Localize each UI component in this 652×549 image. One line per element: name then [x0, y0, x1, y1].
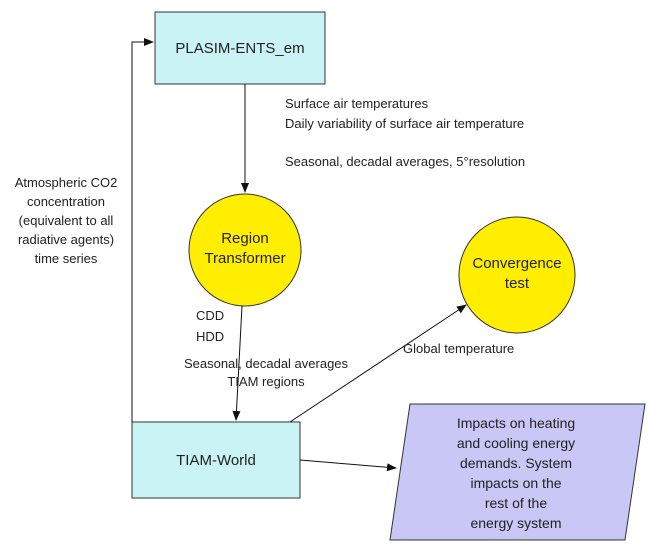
node-label: impacts on the: [470, 475, 561, 491]
node-circle: [188, 193, 302, 307]
node-box: [154, 11, 326, 85]
edge-label: HDD: [196, 329, 224, 344]
arrow: [131, 38, 154, 422]
edge-label: Seasonal, decadal averages, 5°resolution: [285, 154, 525, 169]
edge-label: concentration: [27, 194, 105, 209]
node-label: energy system: [470, 515, 561, 531]
node-label: Region: [221, 230, 269, 247]
edge-label: Atmospheric CO2: [15, 175, 118, 190]
node-label: demands. System: [460, 455, 572, 471]
edge-label: CDD: [196, 308, 224, 323]
edge-label: Surface air temperatures: [285, 96, 429, 111]
arrow: [299, 459, 397, 472]
node-parallelogram: [389, 403, 646, 541]
node-label: Impacts on heating: [457, 415, 575, 431]
node-label: TIAM-World: [176, 452, 256, 469]
arrow: [289, 304, 467, 423]
arrow: [232, 305, 243, 421]
edge-label: Global temperature: [403, 341, 514, 356]
edge-label: radiative agents): [18, 232, 114, 247]
node-label: PLASIM-ENTS_em: [175, 40, 304, 57]
node-label: test: [505, 275, 530, 292]
edge-label: time series: [35, 251, 98, 266]
edge-label: TIAM regions: [227, 374, 305, 389]
node-label: rest of the: [485, 495, 547, 511]
node-label: Transformer: [204, 250, 285, 267]
node-label: Convergence: [472, 255, 561, 272]
edge-label: Daily variability of surface air tempera…: [285, 116, 524, 131]
edge-label: (equivalent to all: [19, 213, 114, 228]
node-circle: [458, 216, 576, 334]
node-label: and cooling energy: [457, 435, 575, 451]
edge-label: Seasonal, decadal averages: [184, 356, 349, 371]
